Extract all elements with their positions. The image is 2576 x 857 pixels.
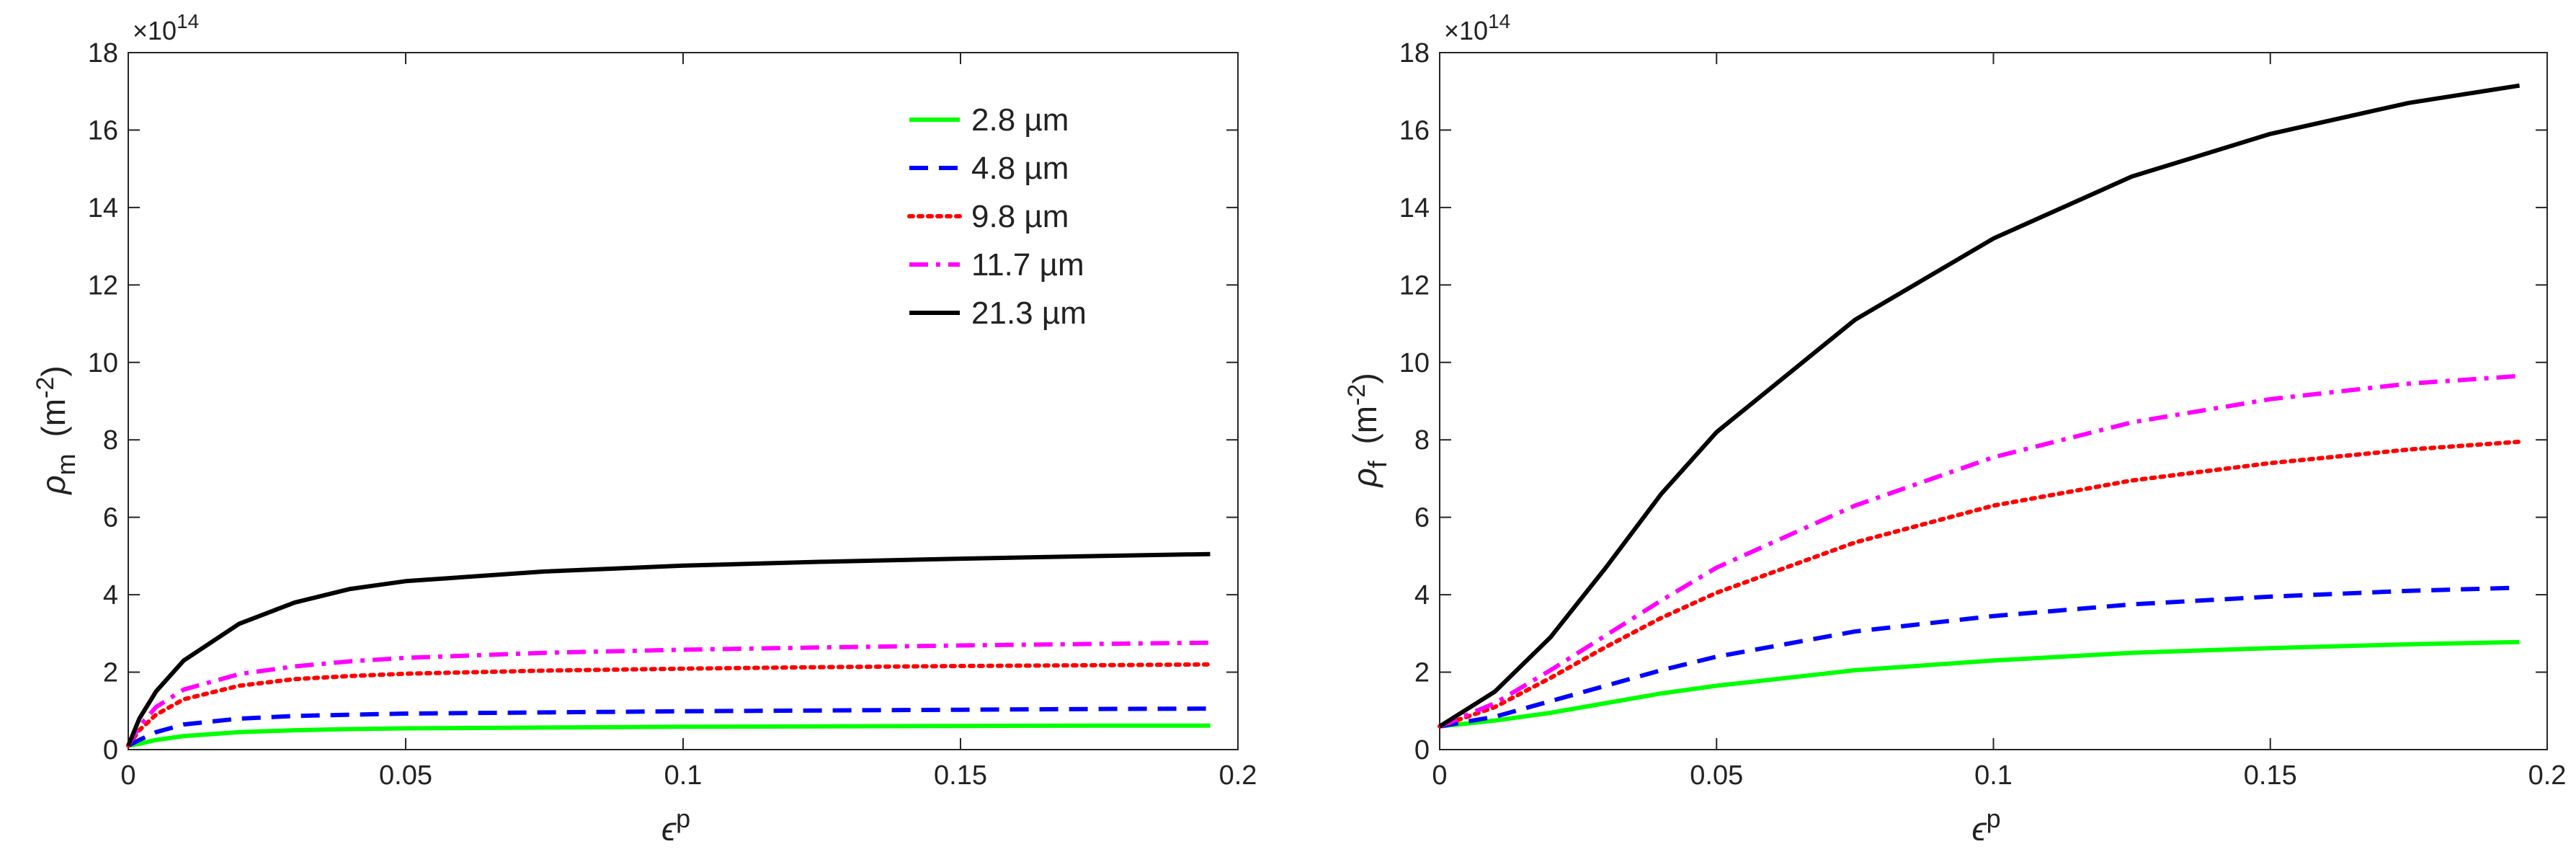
y-tick-label: 12 <box>1399 270 1430 301</box>
y-label-symbol: ρ <box>35 475 72 495</box>
x-tick-label: 0.1 <box>664 760 703 791</box>
y-label-unit-exponent: -2 <box>32 377 59 399</box>
y-tick-label: 16 <box>88 115 118 146</box>
y-tick-label: 10 <box>1399 348 1430 378</box>
y-axis-label: ρm (m-2) <box>32 365 81 495</box>
x-tick-label: 0.2 <box>2528 760 2567 791</box>
x-tick-label: 0.15 <box>934 760 987 791</box>
y-tick-label: 0 <box>1414 735 1430 765</box>
x-label-superscript: p <box>1987 804 2001 833</box>
x-tick-label: 0 <box>120 760 135 791</box>
series-line-11-7um <box>1438 373 2520 729</box>
x-axis-label: ϵp <box>1971 804 2000 848</box>
series-line-2-8um <box>1439 639 2520 729</box>
series-line-9-8um <box>1438 439 2522 729</box>
y-tick-label: 6 <box>1414 503 1430 533</box>
y-tick-label: 14 <box>1399 193 1430 223</box>
y-tick-label: 8 <box>1414 425 1430 456</box>
exponent-base: ×10 <box>1444 16 1488 45</box>
axes-box <box>1439 52 2548 750</box>
x-label-symbol: ϵ <box>1971 810 1987 848</box>
x-label-superscript: p <box>676 804 690 833</box>
y-axis-label: ρf (m-2) <box>1343 373 1392 488</box>
series-line-21-3um <box>1438 83 2521 729</box>
y-tick-label: 2 <box>1414 658 1430 688</box>
y-label-unit-prefix: (m <box>35 399 72 446</box>
y-label-unit-suffix: ) <box>35 365 72 376</box>
x-tick-label: 0.05 <box>379 760 432 791</box>
x-tick-label: 0.2 <box>1219 760 1257 791</box>
exponent-base: ×10 <box>133 16 177 45</box>
y-label-symbol: ρ <box>1346 468 1383 488</box>
y-tick-label: 6 <box>103 503 118 533</box>
series-line-11-7um <box>126 640 1211 747</box>
y-tick-label: 18 <box>88 38 118 68</box>
y-tick-label: 10 <box>88 348 118 378</box>
x-tick-label: 0.1 <box>1974 760 2013 791</box>
legend-label: 9.8 µm <box>971 199 1069 234</box>
y-label-unit-exponent: -2 <box>1343 384 1371 406</box>
y-tick-label: 4 <box>103 580 118 610</box>
y-tick-label: 0 <box>103 735 118 765</box>
x-tick-label: 0.15 <box>2244 760 2297 791</box>
y-tick-label: 4 <box>1414 580 1430 610</box>
x-tick-label: 0.05 <box>1690 760 1743 791</box>
y-tick-label: 16 <box>1399 115 1430 146</box>
exponent-power: 14 <box>1488 10 1510 32</box>
y-tick-label: 18 <box>1399 38 1430 68</box>
y-label-subscript: m <box>51 453 81 475</box>
series-line-21-3um <box>126 551 1211 747</box>
y-label-subscript: f <box>1363 460 1392 468</box>
y-tick-label: 14 <box>88 193 118 223</box>
legend-label: 4.8 µm <box>971 151 1069 186</box>
y-axis-exponent: ×1014 <box>133 10 199 45</box>
x-tick-label: 0 <box>1432 760 1447 791</box>
y-tick-label: 8 <box>103 425 118 456</box>
exponent-power: 14 <box>177 10 199 32</box>
y-tick-label: 12 <box>88 270 118 301</box>
axes-box <box>128 52 1239 750</box>
series-line-9-8um <box>126 662 1213 748</box>
legend-label: 11.7 µm <box>971 247 1084 283</box>
legend-label: 2.8 µm <box>971 102 1069 138</box>
legend-label: 21.3 µm <box>971 296 1087 331</box>
series-line-4-8um <box>127 706 1211 748</box>
series-line-4-8um <box>1439 585 2520 729</box>
series-line-2-8um <box>128 723 1211 748</box>
y-axis-exponent: ×1014 <box>1444 10 1510 45</box>
x-axis-label: ϵp <box>661 804 690 848</box>
y-tick-label: 2 <box>103 658 118 688</box>
y-label-unit-suffix: ) <box>1346 373 1383 383</box>
x-label-symbol: ϵ <box>661 810 677 848</box>
y-label-unit-prefix: (m <box>1346 406 1383 453</box>
